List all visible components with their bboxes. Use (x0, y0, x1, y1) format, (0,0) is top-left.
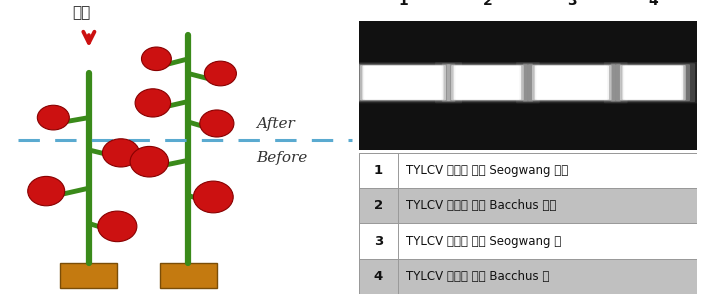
Text: After: After (256, 117, 295, 131)
Bar (359, 153, 697, 188)
FancyBboxPatch shape (523, 63, 621, 102)
Text: 2: 2 (483, 0, 492, 8)
FancyBboxPatch shape (532, 65, 611, 100)
Ellipse shape (102, 139, 139, 167)
Text: 3: 3 (567, 0, 577, 8)
Bar (359, 259, 697, 294)
Text: 2: 2 (374, 199, 383, 212)
FancyBboxPatch shape (604, 62, 702, 103)
FancyBboxPatch shape (356, 64, 450, 101)
Text: 1: 1 (374, 164, 383, 177)
Text: TYLCV 접종전 싩과 Seogwang 아래: TYLCV 접종전 싩과 Seogwang 아래 (407, 164, 569, 177)
Ellipse shape (38, 105, 70, 130)
Ellipse shape (135, 89, 171, 117)
Text: 4: 4 (648, 0, 658, 8)
Ellipse shape (98, 211, 137, 242)
FancyBboxPatch shape (620, 65, 686, 100)
Ellipse shape (205, 61, 236, 86)
FancyBboxPatch shape (516, 62, 628, 103)
FancyBboxPatch shape (611, 63, 695, 102)
Text: 접종: 접종 (73, 6, 91, 21)
FancyBboxPatch shape (535, 66, 609, 100)
Text: 3: 3 (374, 235, 383, 248)
FancyBboxPatch shape (536, 66, 607, 99)
FancyBboxPatch shape (344, 62, 462, 103)
FancyBboxPatch shape (447, 64, 528, 101)
Bar (359, 188, 697, 223)
Text: Before: Before (256, 151, 307, 166)
FancyBboxPatch shape (624, 66, 682, 99)
Text: TYLCV 접종전 싩과 Bacchus 아래: TYLCV 접종전 싩과 Bacchus 아래 (407, 199, 557, 212)
FancyBboxPatch shape (616, 64, 690, 101)
FancyBboxPatch shape (351, 63, 455, 102)
FancyBboxPatch shape (363, 66, 444, 100)
FancyBboxPatch shape (623, 66, 683, 100)
Text: 1: 1 (398, 0, 408, 8)
Bar (359, 223, 697, 259)
FancyBboxPatch shape (451, 65, 524, 100)
FancyBboxPatch shape (435, 62, 540, 103)
Text: TYLCV 접종후 싩과 Seogwang 위: TYLCV 접종후 싩과 Seogwang 위 (407, 235, 562, 248)
Ellipse shape (193, 181, 233, 213)
Ellipse shape (130, 146, 169, 177)
FancyBboxPatch shape (528, 64, 616, 101)
FancyBboxPatch shape (360, 65, 446, 100)
Bar (60, 263, 117, 288)
Ellipse shape (200, 110, 234, 137)
Bar (160, 263, 217, 288)
Text: TYLCV 접종후 싩과 Bacchus 위: TYLCV 접종후 싩과 Bacchus 위 (407, 270, 550, 283)
FancyBboxPatch shape (442, 63, 533, 102)
FancyBboxPatch shape (454, 66, 521, 100)
Text: 4: 4 (374, 270, 383, 283)
FancyBboxPatch shape (455, 66, 520, 99)
Ellipse shape (28, 176, 65, 206)
FancyBboxPatch shape (364, 66, 442, 99)
Ellipse shape (141, 47, 171, 71)
